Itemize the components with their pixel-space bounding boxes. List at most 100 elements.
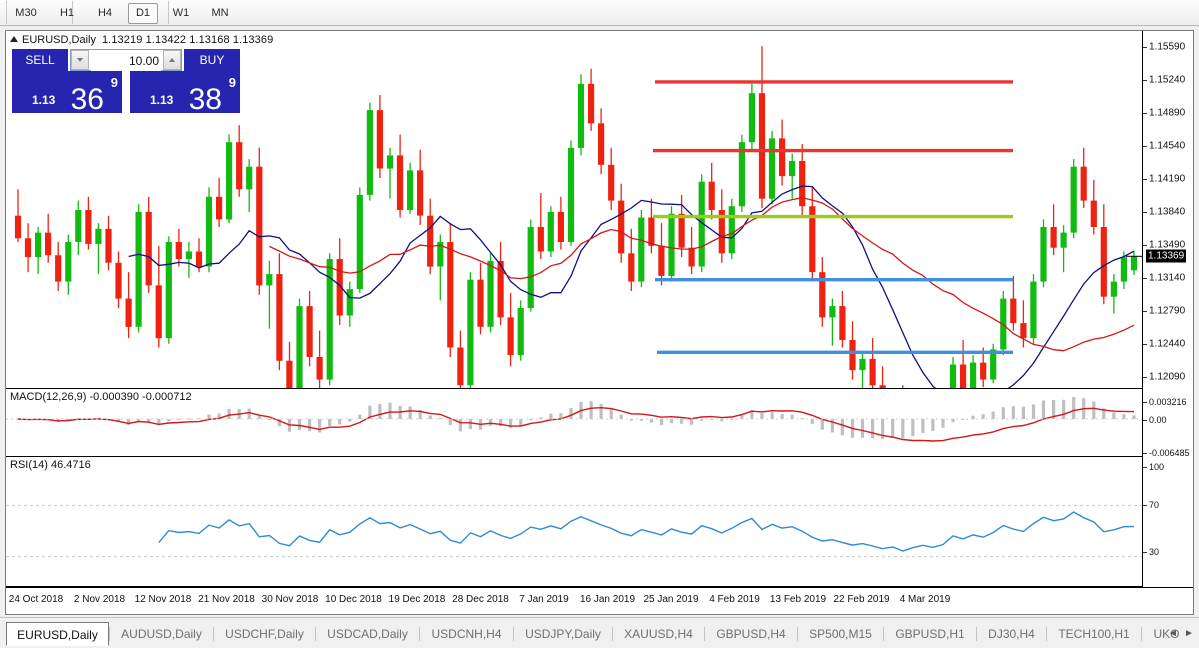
- tab-divider: [109, 627, 110, 641]
- tab-divider: [883, 627, 884, 641]
- chart-tab-gbpusd-h4[interactable]: GBPUSD,H4: [716, 627, 786, 641]
- time-axis-label: 7 Jan 2019: [519, 594, 569, 605]
- collapse-triangle-icon[interactable]: [10, 36, 18, 42]
- chart-window: EURUSD,Daily 1.13219 1.13422 1.13168 1.13…: [5, 30, 1194, 615]
- chart-tab-audusd-daily[interactable]: AUDUSD,Daily: [121, 627, 202, 641]
- tab-divider: [1046, 627, 1047, 641]
- tab-divider: [315, 627, 316, 641]
- rsi-scale-label: 30: [1149, 547, 1160, 557]
- value-scale-tick: [1143, 145, 1147, 147]
- timeframe-button-h4[interactable]: H4: [97, 7, 113, 19]
- timeframe-button-d1[interactable]: D1: [128, 3, 158, 24]
- volume-decrement-button[interactable]: [71, 50, 89, 70]
- macd-pane[interactable]: MACD(12,26,9) -0.000390 -0.000712: [6, 389, 1142, 457]
- chart-tab-usdcad-daily[interactable]: USDCAD,Daily: [327, 627, 408, 641]
- value-scale-tick: [1143, 211, 1147, 213]
- rsi-scale-tick: [1143, 552, 1147, 553]
- time-axis-label: 4 Feb 2019: [709, 594, 760, 605]
- time-axis-label: 16 Jan 2019: [579, 594, 636, 605]
- value-scale-tick: [1143, 310, 1147, 312]
- time-axis-label: 19 Dec 2018: [388, 594, 446, 605]
- sell-price-pips: 36: [70, 83, 104, 116]
- buy-price-fraction: 9: [228, 75, 236, 90]
- tab-divider: [797, 627, 798, 641]
- chart-symbol-label: EURUSD,Daily: [22, 34, 96, 46]
- chart-tab-usdchf-daily[interactable]: USDCHF,Daily: [225, 627, 304, 641]
- macd-label: MACD(12,26,9) -0.000390 -0.000712: [10, 391, 192, 403]
- time-axis-label: 28 Dec 2018: [452, 594, 509, 605]
- chart-tab-gbpusd-h1[interactable]: GBPUSD,H1: [895, 627, 965, 641]
- tab-scroll-left-icon[interactable]: ◄: [1168, 628, 1178, 639]
- value-scale-label: 1.13840: [1149, 206, 1186, 218]
- macd-scale-label: 0.003216: [1149, 397, 1187, 407]
- value-scale-tick: [1143, 277, 1147, 279]
- volume-increment-button[interactable]: [163, 50, 181, 70]
- value-scale-label: 1.12090: [1149, 371, 1186, 383]
- tab-scroll-right-icon[interactable]: ►: [1184, 628, 1194, 639]
- macd-plot: [6, 397, 1142, 442]
- tab-divider: [213, 627, 214, 641]
- value-scale-label: 1.14540: [1149, 140, 1186, 152]
- value-scale-tick: [1143, 376, 1147, 378]
- chart-header: EURUSD,Daily 1.13219 1.13422 1.13168 1.13…: [10, 34, 273, 46]
- chart-ohlc-values: 1.13219 1.13422 1.13168 1.13369: [101, 34, 274, 46]
- timeframe-button-m30[interactable]: M30: [15, 7, 37, 19]
- chart-tab-sp500-m15[interactable]: SP500,M15: [809, 627, 872, 641]
- macd-scale-tick: [1143, 453, 1147, 454]
- macd-scale-tick: [1143, 402, 1147, 403]
- value-scale-label: 1.14190: [1149, 173, 1186, 185]
- one-click-controls-row: SELL BUY: [12, 49, 240, 72]
- chart-tab-xauusd-h4[interactable]: XAUUSD,H4: [624, 627, 693, 641]
- rsi-plot: [6, 504, 1142, 558]
- chart-tab-bar: EURUSD,Daily AUDUSD,Daily USDCHF,Daily USDC…: [0, 617, 1199, 648]
- time-axis-label: 13 Feb 2019: [769, 594, 827, 605]
- one-click-trading-panel: SELL BUY 1.13 36 9 1.13 38 9: [12, 49, 240, 116]
- value-scale-tick: [1143, 178, 1147, 180]
- macd-scale-label: -0.006485: [1149, 448, 1190, 458]
- buy-price-whole: 1.13: [150, 93, 174, 107]
- value-scale-label: 1.15590: [1149, 41, 1186, 53]
- rsi-scale-label: 100: [1149, 462, 1165, 472]
- value-scale-label: 1.15240: [1149, 74, 1186, 86]
- time-axis-label: 12 Nov 2018: [134, 594, 192, 605]
- buy-button[interactable]: BUY: [184, 49, 240, 71]
- tab-divider: [976, 627, 977, 641]
- rsi-scale-tick: [1143, 505, 1147, 506]
- value-scale-tick: [1143, 244, 1147, 246]
- rsi-pane[interactable]: RSI(14) 46.4716: [6, 457, 1142, 587]
- chart-tab-usdjpy-daily[interactable]: USDJPY,Daily: [525, 627, 601, 641]
- timeframe-button-mn[interactable]: MN: [211, 7, 229, 19]
- rsi-scale-label: 70: [1149, 500, 1160, 510]
- chart-tab-dj30-h4[interactable]: DJ30,H4: [988, 627, 1035, 641]
- timeframe-toolbar: M30 H1 H4 D1 W1 MN: [0, 0, 1199, 26]
- chart-tab-eurusd-daily[interactable]: EURUSD,Daily: [6, 622, 109, 646]
- volume-field[interactable]: [70, 49, 182, 72]
- sell-price-display[interactable]: 1.13 36 9: [12, 71, 122, 116]
- value-scale[interactable]: 1.15590 1.15240 1.14890 1.14540 1.14190 1.138…: [1142, 31, 1193, 587]
- chart-tab-uko[interactable]: UKO: [1153, 627, 1180, 641]
- rsi-label: RSI(14) 46.4716: [10, 459, 91, 471]
- time-axis-label: 24 Oct 2018: [8, 594, 64, 605]
- sell-button[interactable]: SELL: [12, 49, 68, 71]
- tab-divider: [1141, 627, 1142, 641]
- macd-scale-tick: [1143, 420, 1147, 421]
- chart-tab-usdcnh-h4[interactable]: USDCNH,H4: [431, 627, 502, 641]
- tab-divider: [704, 627, 705, 641]
- volume-input[interactable]: [91, 50, 161, 72]
- chart-tab-tech100-h1[interactable]: TECH100,H1: [1058, 627, 1130, 641]
- time-axis-label: 30 Nov 2018: [261, 594, 319, 605]
- time-axis-label: 10 Dec 2018: [325, 594, 382, 605]
- time-axis[interactable]: 24 Oct 2018 2 Nov 2018 12 Nov 2018 21 Nov 2…: [6, 587, 1193, 614]
- tab-divider: [612, 627, 613, 641]
- timeframe-button-w1[interactable]: W1: [172, 7, 190, 19]
- time-axis-label: 21 Nov 2018: [198, 594, 255, 605]
- value-scale-tick: [1143, 47, 1147, 49]
- timeframe-button-h1[interactable]: H1: [59, 7, 75, 19]
- time-axis-label: 22 Feb 2019: [833, 594, 890, 605]
- buy-price-display[interactable]: 1.13 38 9: [130, 71, 240, 115]
- sell-price-fraction: 9: [110, 75, 118, 90]
- time-axis-label: 4 Mar 2019: [899, 594, 951, 605]
- macd-scale-label: 0.00: [1149, 415, 1167, 425]
- value-scale-label: 1.13490: [1149, 239, 1186, 251]
